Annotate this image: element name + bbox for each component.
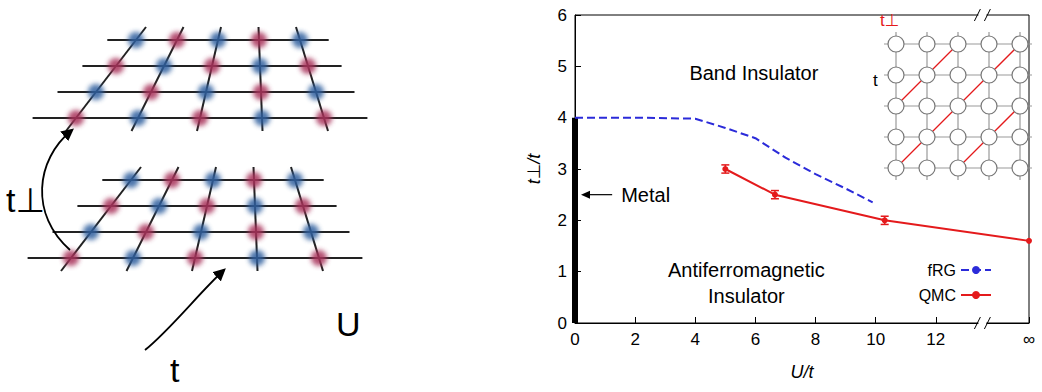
svg-text:QMC: QMC: [919, 287, 956, 304]
svg-text:0: 0: [558, 314, 567, 333]
svg-text:2: 2: [558, 211, 567, 230]
svg-text:U: U: [336, 305, 361, 343]
svg-text:t: t: [873, 71, 878, 90]
svg-text:t⊥/t: t⊥/t: [524, 153, 544, 185]
svg-text:fRG: fRG: [928, 262, 956, 279]
svg-text:4: 4: [691, 330, 700, 349]
svg-text:Metal: Metal: [621, 184, 670, 206]
svg-text:12: 12: [926, 330, 945, 349]
svg-text:5: 5: [558, 57, 567, 76]
svg-text:6: 6: [558, 6, 567, 25]
svg-text:t⊥: t⊥: [6, 181, 45, 219]
svg-text:Antiferromagnetic: Antiferromagnetic: [668, 259, 825, 281]
svg-text:10: 10: [866, 330, 885, 349]
svg-text:0: 0: [570, 330, 579, 349]
svg-text:3: 3: [558, 160, 567, 179]
svg-text:U/t: U/t: [790, 362, 814, 382]
svg-text:t⊥: t⊥: [880, 11, 900, 30]
svg-text:∞: ∞: [1023, 330, 1035, 349]
svg-text:Insulator: Insulator: [708, 285, 785, 307]
svg-text:6: 6: [751, 330, 760, 349]
svg-text:1: 1: [558, 262, 567, 281]
svg-text:Band Insulator: Band Insulator: [689, 62, 818, 84]
svg-text:t: t: [170, 351, 180, 389]
svg-text:8: 8: [811, 330, 820, 349]
svg-text:4: 4: [558, 108, 567, 127]
svg-text:2: 2: [630, 330, 639, 349]
